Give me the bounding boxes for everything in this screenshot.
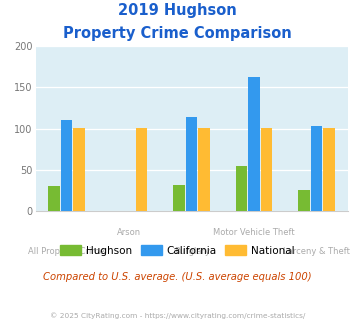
Bar: [261, 128, 272, 211]
Text: All Property Crime: All Property Crime: [28, 248, 105, 256]
Text: Burglary: Burglary: [174, 248, 210, 256]
Bar: [299, 190, 310, 211]
Text: Motor Vehicle Theft: Motor Vehicle Theft: [213, 228, 295, 237]
Bar: [61, 120, 72, 211]
Text: Compared to U.S. average. (U.S. average equals 100): Compared to U.S. average. (U.S. average …: [43, 272, 312, 282]
Bar: [248, 77, 260, 211]
Text: Arson: Arson: [117, 228, 141, 237]
Bar: [73, 128, 85, 211]
Text: Property Crime Comparison: Property Crime Comparison: [63, 26, 292, 41]
Text: © 2025 CityRating.com - https://www.cityrating.com/crime-statistics/: © 2025 CityRating.com - https://www.city…: [50, 312, 305, 318]
Legend: Hughson, California, National: Hughson, California, National: [56, 241, 299, 260]
Text: Larceny & Theft: Larceny & Theft: [283, 248, 350, 256]
Bar: [198, 128, 210, 211]
Bar: [49, 186, 60, 211]
Bar: [323, 128, 335, 211]
Text: 2019 Hughson: 2019 Hughson: [118, 3, 237, 18]
Bar: [311, 126, 322, 211]
Bar: [186, 117, 197, 211]
Bar: [136, 128, 147, 211]
Bar: [174, 185, 185, 211]
Bar: [236, 166, 247, 211]
